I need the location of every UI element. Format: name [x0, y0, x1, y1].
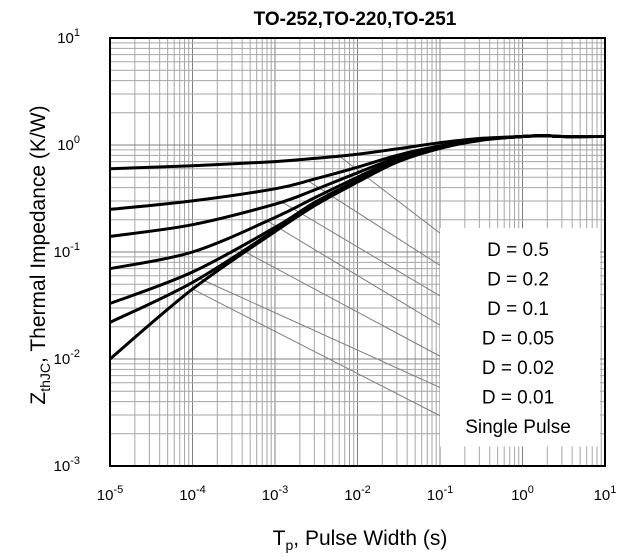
- x-tick-label: 10-2: [344, 484, 370, 504]
- y-tick-exponent: 0: [74, 134, 80, 146]
- x-tick-base: 10: [262, 487, 279, 504]
- x-tick-exponent: -5: [113, 484, 123, 496]
- x-tick-label: 10-1: [427, 484, 453, 504]
- y-axis-label-main: Z: [27, 392, 50, 405]
- x-tick-exponent: -2: [361, 484, 371, 496]
- legend-entry-7: Single Pulse: [465, 417, 571, 438]
- y-axis-label-rest: , Thermal Impedance (K/W): [27, 105, 50, 363]
- legend: D = 0.5 D = 0.2 D = 0.1 D = 0.05 D = 0.02 D =…: [465, 240, 571, 438]
- legend-leader-5: [237, 247, 463, 369]
- x-tick-exponent: 1: [610, 484, 616, 496]
- x-tick-exponent: 0: [528, 484, 534, 496]
- legend-entry-5: D = 0.02: [482, 358, 554, 379]
- y-tick-base: 10: [54, 458, 71, 475]
- tick-layer: 10-5 10-4 10-3 10-2 10-1 100 10110-310-210-110…: [54, 27, 617, 504]
- y-tick-label: 10-1: [54, 241, 80, 261]
- x-tick-exponent: -1: [443, 484, 453, 496]
- x-tick-label: 101: [594, 484, 617, 504]
- legend-background: [440, 228, 600, 447]
- y-tick-label: 100: [57, 134, 80, 154]
- x-tick-label: 10-5: [97, 484, 123, 504]
- y-tick-exponent: 1: [74, 27, 80, 39]
- legend-leader-4: [266, 220, 463, 339]
- x-tick-label: 10-3: [262, 484, 288, 504]
- legend-entry-2: D = 0.2: [487, 270, 549, 291]
- y-tick-label: 10-3: [54, 455, 80, 475]
- x-tick-label: 10-4: [179, 484, 205, 504]
- x-tick-exponent: -4: [196, 484, 206, 496]
- y-tick-label: 101: [57, 27, 80, 47]
- y-tick-base: 10: [57, 30, 74, 47]
- x-tick-base: 10: [511, 487, 528, 504]
- legend-leader-3: [281, 201, 463, 310]
- y-tick-exponent: -3: [70, 455, 80, 467]
- legend-entry-6: D = 0.01: [482, 388, 554, 409]
- x-axis-label-main: T: [273, 527, 286, 550]
- legend-entry-3: D = 0.1: [487, 299, 549, 320]
- x-axis-label-rest: , Pulse Width (s): [293, 527, 447, 550]
- x-tick-label: 100: [511, 484, 534, 504]
- x-tick-base: 10: [97, 487, 114, 504]
- chart-title: TO-252,TO-220,TO-251: [254, 9, 457, 30]
- legend-entry-1: D = 0.5: [487, 240, 549, 261]
- plot-frame: [109, 37, 606, 467]
- x-axis-label-sub: p: [285, 537, 293, 553]
- y-axis-label-sub: thJC: [37, 363, 53, 392]
- x-tick-base: 10: [344, 487, 361, 504]
- legend-leader-2: [307, 180, 463, 280]
- x-axis-label: Tp, Pulse Width (s): [273, 527, 448, 553]
- series-line-7: [109, 134, 606, 361]
- y-tick-exponent: -1: [70, 241, 80, 253]
- series-layer: [109, 134, 606, 361]
- y-tick-base: 10: [54, 244, 71, 261]
- y-tick-base: 10: [54, 351, 71, 368]
- y-tick-exponent: -2: [70, 348, 80, 360]
- y-tick-base: 10: [57, 137, 74, 154]
- legend-leader-lines: [192, 155, 463, 428]
- legend-entry-4: D = 0.05: [482, 329, 554, 350]
- x-tick-base: 10: [427, 487, 444, 504]
- x-tick-base: 10: [179, 487, 196, 504]
- x-tick-base: 10: [594, 487, 611, 504]
- legend-leader-7: [192, 288, 463, 428]
- x-tick-exponent: -3: [278, 484, 288, 496]
- y-tick-label: 10-2: [54, 348, 80, 368]
- legend-leader-6: [198, 277, 463, 398]
- y-axis-label: ZthJC, Thermal Impedance (K/W): [27, 105, 53, 404]
